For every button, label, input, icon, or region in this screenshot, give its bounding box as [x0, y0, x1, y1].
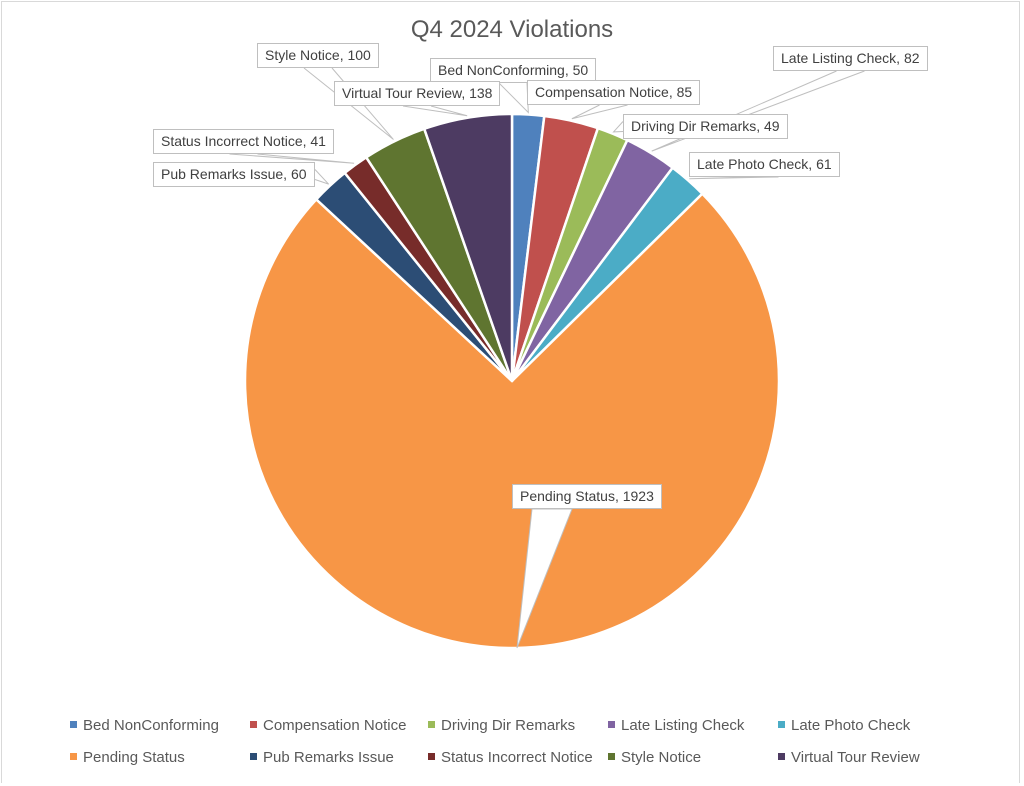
leader-line-virtual-tour-review	[402, 105, 468, 117]
legend-label: Driving Dir Remarks	[441, 717, 576, 734]
legend-label: Virtual Tour Review	[791, 749, 920, 766]
data-label-late-listing-check: Late Listing Check, 82	[773, 46, 928, 71]
leader-line-bed-nonconforming	[498, 82, 529, 114]
legend-label: Compensation Notice	[263, 717, 407, 734]
leader-line-pub-remarks-issue	[314, 169, 330, 185]
data-label-bed-nonconforming: Bed NonConforming, 50	[430, 58, 597, 83]
legend-item-pub-remarks-issue[interactable]: Pub Remarks Issue	[250, 748, 394, 768]
legend-swatch-icon	[70, 752, 77, 760]
legend-item-pending-status[interactable]: Pending Status	[70, 748, 185, 768]
legend-label: Late Photo Check	[791, 717, 911, 734]
legend-item-bed-nonconforming[interactable]: Bed NonConforming	[70, 716, 219, 736]
legend-label: Late Listing Check	[621, 717, 745, 734]
leader-line-compensation-notice	[571, 104, 628, 120]
legend-item-style-notice[interactable]: Style Notice	[608, 748, 701, 768]
data-label-virtual-tour-review: Virtual Tour Review, 138	[334, 81, 501, 106]
chart-title: Q4 2024 Violations	[410, 16, 614, 43]
legend-swatch-icon	[250, 752, 257, 760]
legend-label: Bed NonConforming	[83, 717, 219, 734]
legend-label: Pending Status	[83, 749, 185, 766]
legend-item-status-incorrect-notice[interactable]: Status Incorrect Notice	[428, 748, 593, 768]
legend-swatch-icon	[70, 720, 77, 728]
leader-line-late-listing-check	[651, 70, 865, 152]
data-label-driving-dir-remarks: Driving Dir Remarks, 49	[623, 114, 788, 139]
legend-label: Pub Remarks Issue	[263, 749, 394, 766]
legend-item-driving-dir-remarks[interactable]: Driving Dir Remarks	[428, 716, 575, 736]
data-label-status-incorrect-notice: Status Incorrect Notice, 41	[153, 129, 334, 154]
legend-swatch-icon	[250, 720, 257, 728]
leader-line-late-photo-check	[689, 176, 779, 180]
legend-item-late-listing-check[interactable]: Late Listing Check	[608, 716, 744, 736]
legend-label: Style Notice	[621, 749, 702, 766]
legend-item-compensation-notice[interactable]: Compensation Notice	[250, 716, 406, 736]
data-label-compensation-notice: Compensation Notice, 85	[527, 80, 701, 105]
data-label-pending-status: Pending Status, 1923	[512, 484, 662, 509]
legend-swatch-icon	[778, 720, 785, 728]
legend-swatch-icon	[428, 752, 435, 760]
leader-line-status-incorrect-notice	[229, 153, 355, 164]
pie-slice-virtual-tour-review[interactable]	[422, 112, 514, 383]
data-label-style-notice: Style Notice, 100	[257, 43, 379, 68]
legend-item-virtual-tour-review[interactable]: Virtual Tour Review	[778, 748, 920, 768]
legend-swatch-icon	[778, 752, 785, 760]
legend-label: Status Incorrect Notice	[441, 749, 593, 766]
legend-item-late-photo-check[interactable]: Late Photo Check	[778, 716, 910, 736]
legend-swatch-icon	[428, 720, 435, 728]
data-label-late-photo-check: Late Photo Check, 61	[689, 152, 840, 177]
legend-swatch-icon	[608, 720, 615, 728]
data-label-pub-remarks-issue: Pub Remarks Issue, 60	[153, 162, 315, 187]
legend-swatch-icon	[608, 752, 615, 760]
pie-slice-pending-status[interactable]	[243, 192, 781, 650]
leader-line-pending-status	[516, 508, 573, 649]
leader-line-driving-dir-remarks	[612, 121, 624, 133]
